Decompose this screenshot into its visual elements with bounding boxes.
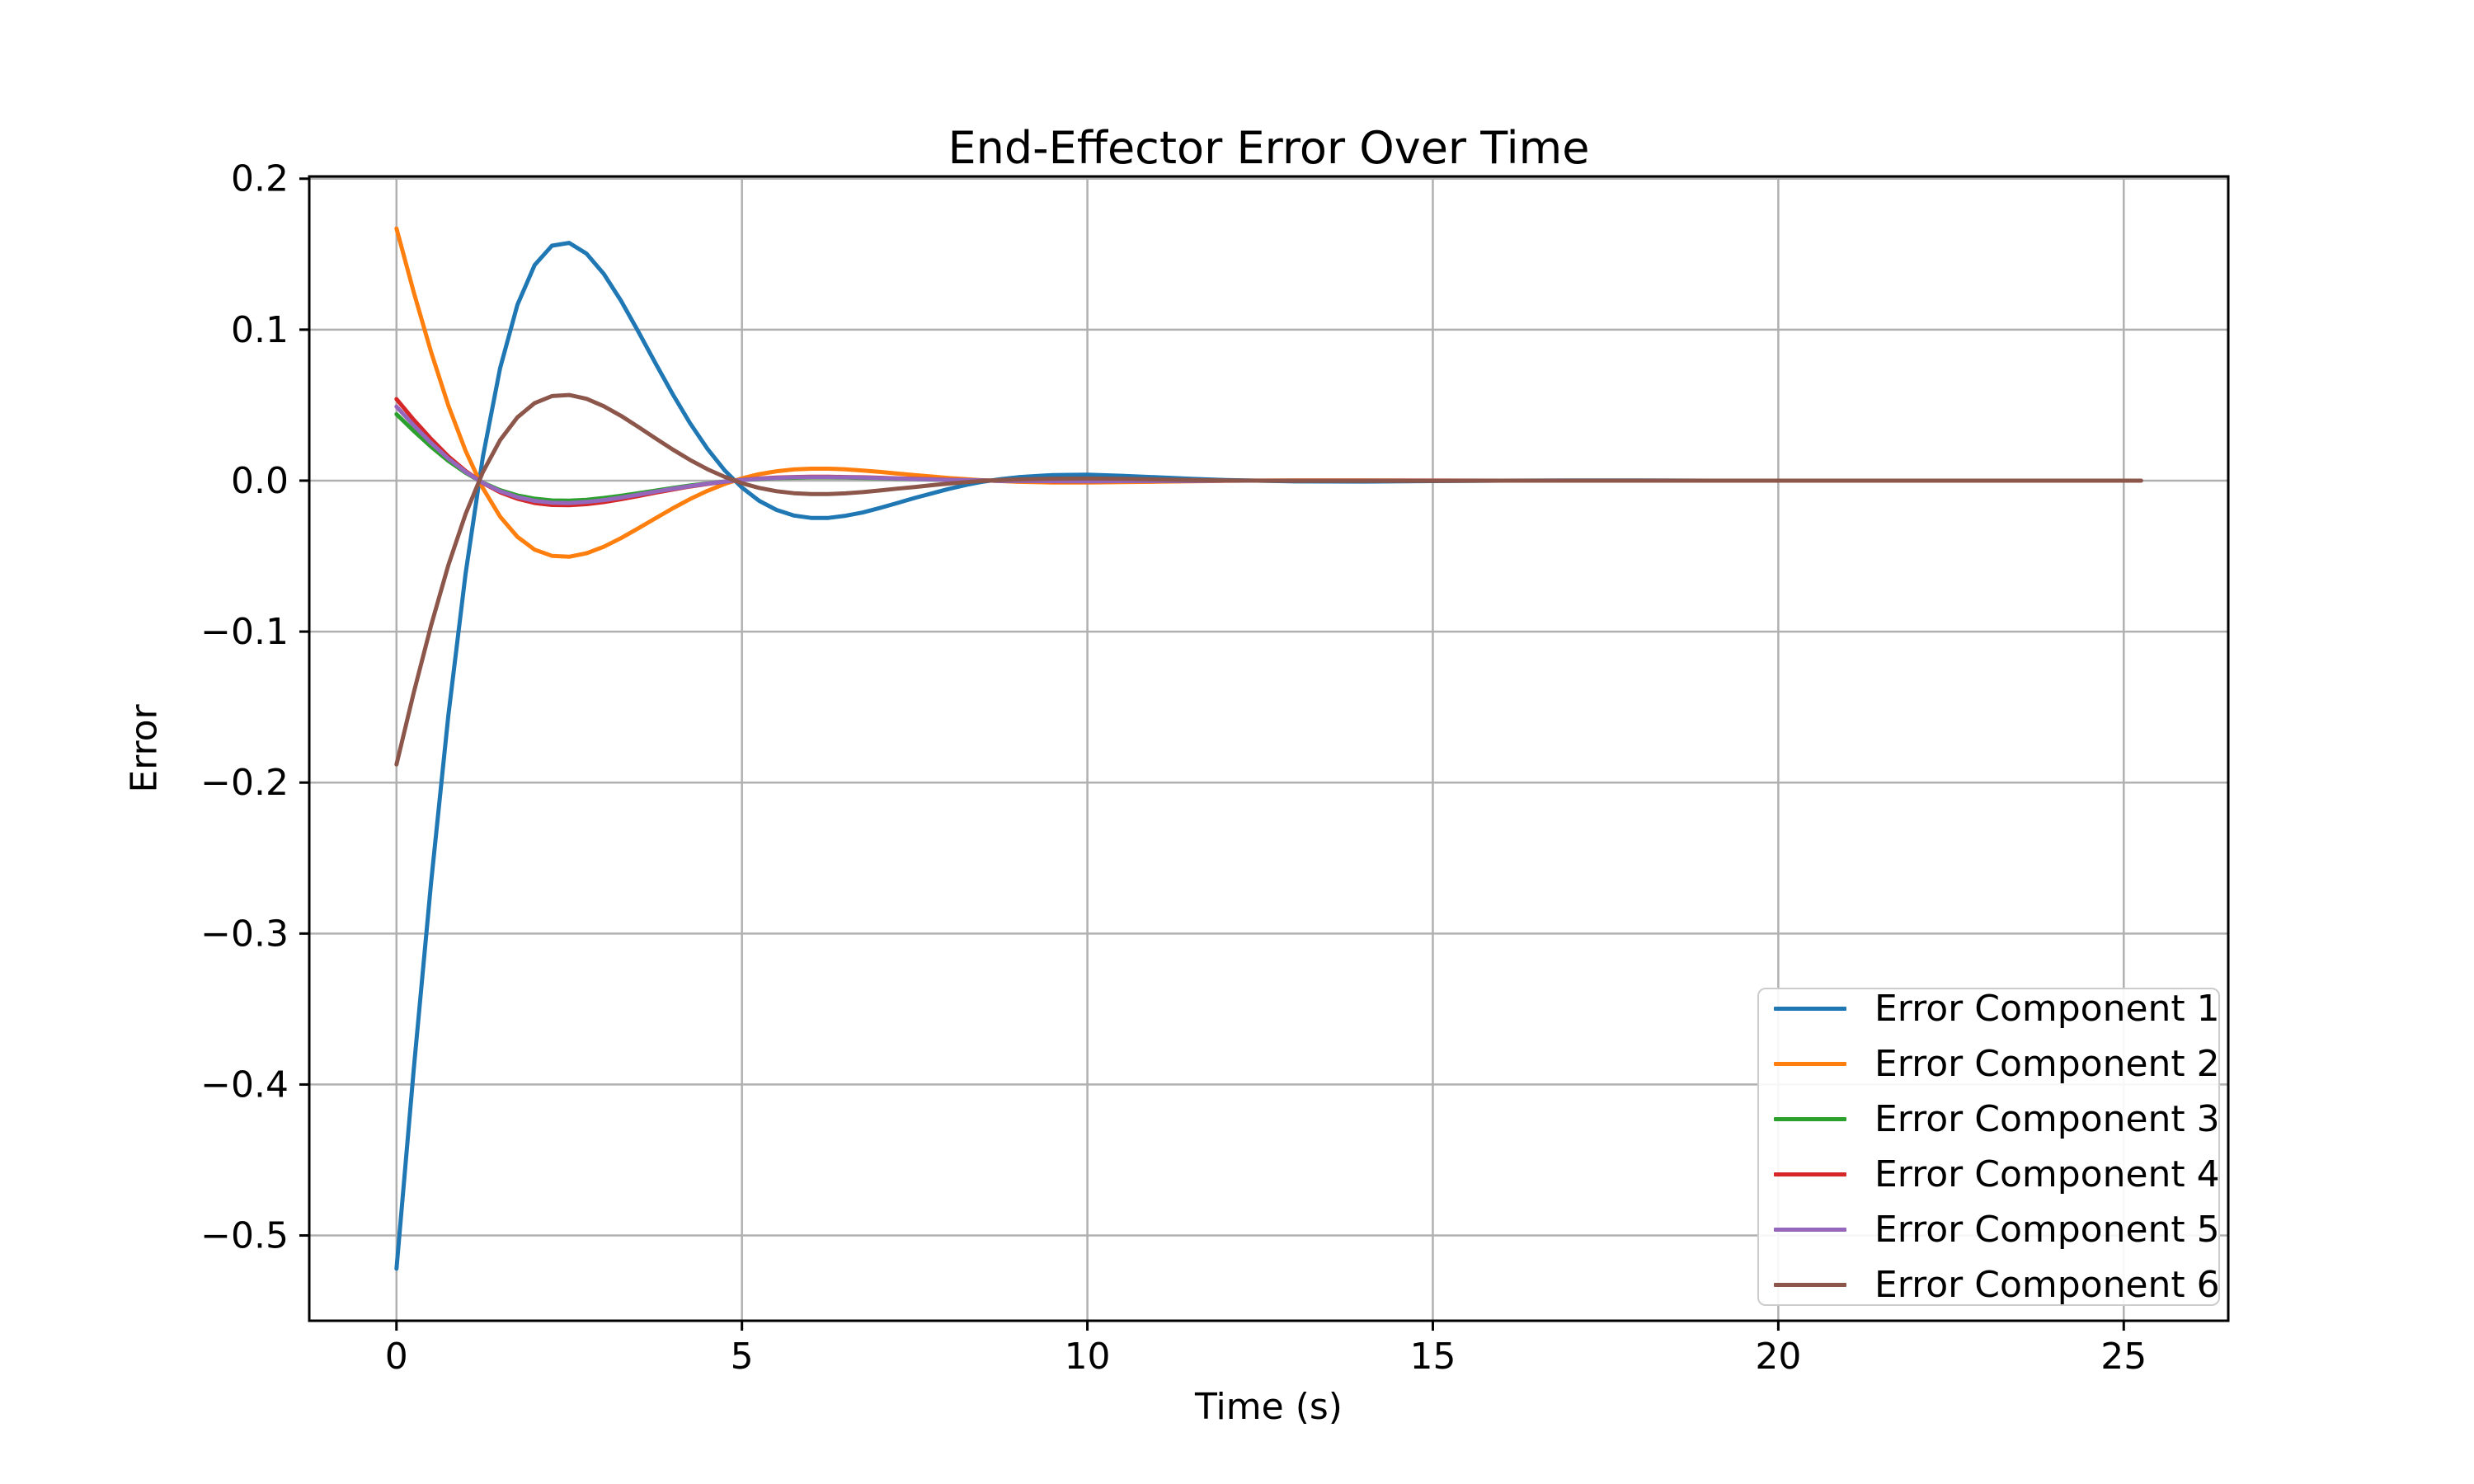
x-tick-label: 5 [731,1336,754,1378]
legend-label: Error Component 6 [1874,1264,2220,1306]
y-tick-label: −0.2 [200,762,289,804]
legend-label: Error Component 5 [1874,1209,2220,1251]
y-tick-label: 0.2 [231,158,289,200]
legend-label: Error Component 4 [1874,1153,2220,1195]
curve-error-component-3 [394,411,2143,503]
legend-item: Error Component 2 [1774,1036,2220,1092]
legend-label: Error Component 2 [1874,1043,2220,1085]
chart-title: End-Effector Error Over Time [948,122,1590,174]
y-tick-label: −0.3 [200,913,289,955]
x-axis-label: Time (s) [1195,1386,1343,1428]
x-tick-label: 20 [1755,1336,1801,1378]
legend-item: Error Component 1 [1774,981,2220,1036]
x-tick-label: 15 [1409,1336,1456,1378]
legend-label: Error Component 1 [1874,988,2220,1030]
y-tick-label: 0.0 [231,460,289,502]
legend-item: Error Component 5 [1774,1202,2220,1257]
x-tick-label: 10 [1065,1336,1111,1378]
legend-line-swatch [1774,1283,1846,1287]
y-axis-label: Error [123,704,166,793]
y-tick-label: −0.1 [200,611,289,653]
legend-line-swatch [1774,1228,1846,1232]
legend-line-swatch [1774,1172,1846,1176]
legend-line-swatch [1774,1062,1846,1066]
y-tick-label: 0.1 [231,309,289,351]
legend-line-swatch [1774,1007,1846,1011]
curve-error-component-6 [394,392,2143,767]
axes-spines [308,175,2230,1322]
legend-item: Error Component 3 [1774,1092,2220,1147]
legend-line-swatch [1774,1117,1846,1121]
x-tick-label: 0 [385,1336,408,1378]
curve-error-component-2 [394,226,2143,559]
x-tick-label: 25 [2100,1336,2147,1378]
y-tick-label: −0.4 [200,1064,289,1106]
legend-item: Error Component 6 [1774,1257,2220,1313]
legend-item: Error Component 4 [1774,1147,2220,1202]
y-tick-label: −0.5 [200,1215,289,1257]
legend-label: Error Component 3 [1874,1098,2220,1140]
legend: Error Component 1 Error Component 2 Error … [1757,988,2220,1306]
